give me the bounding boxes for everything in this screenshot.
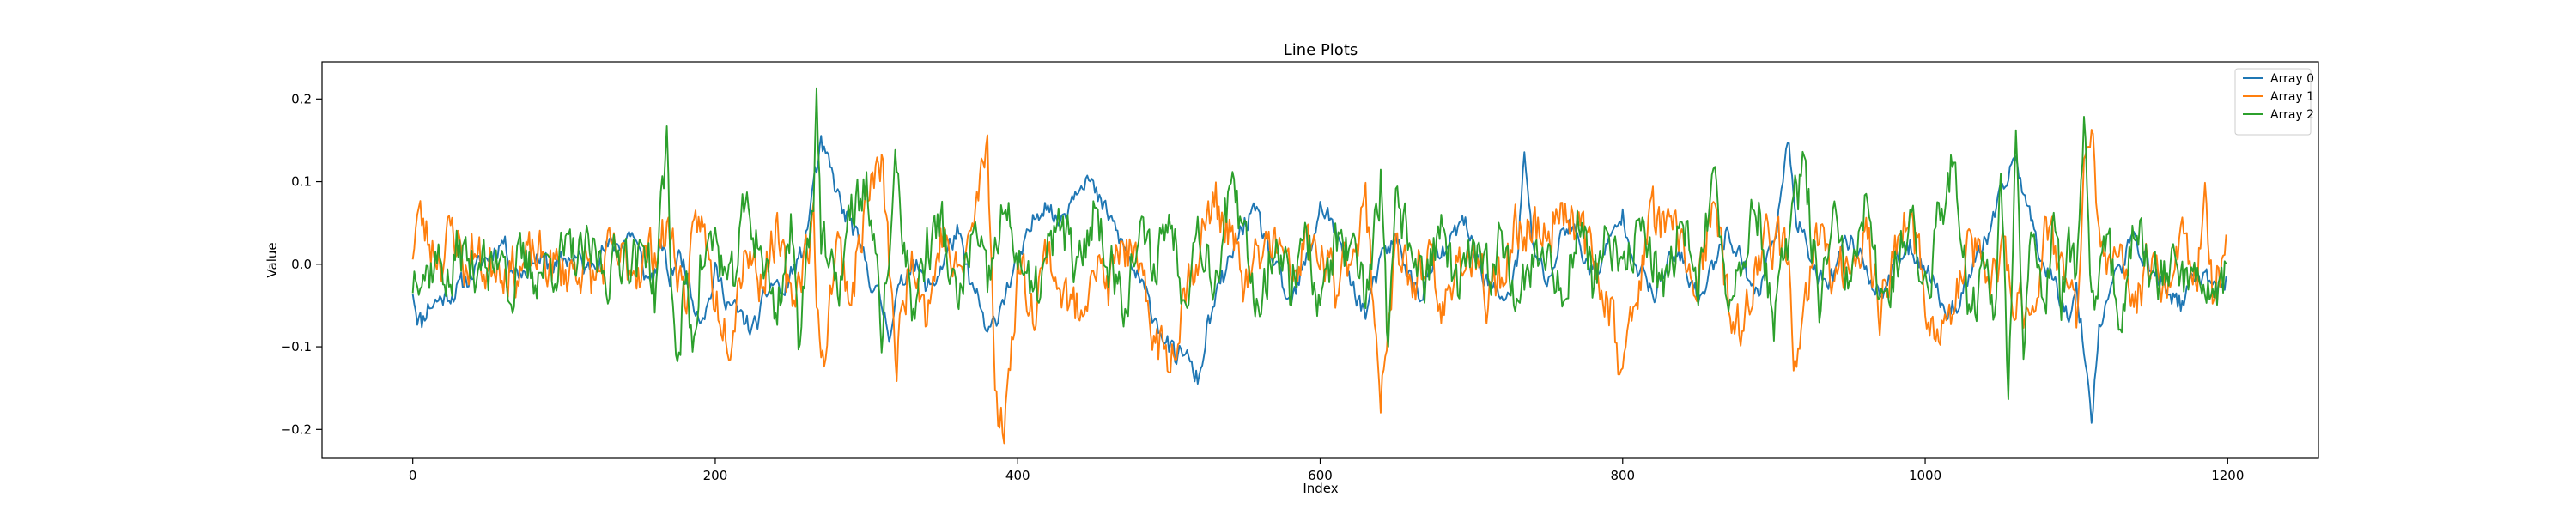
- y-axis: −0.2 −0.1 0.0 0.1 0.2: [281, 91, 322, 437]
- series-line-0: [411, 135, 2227, 424]
- chart-title: Line Plots: [1284, 41, 1358, 59]
- x-tick-label: 600: [1308, 468, 1333, 483]
- series-layer: [411, 87, 2227, 445]
- y-tick-label: 0.0: [291, 257, 312, 272]
- plot-area: [321, 61, 2319, 459]
- x-tick-label: 1200: [2211, 468, 2244, 483]
- x-axis: 0 200 400 600 800 1000 1200: [409, 458, 2244, 483]
- y-tick-label: 0.2: [291, 91, 312, 106]
- legend-label: Array 0: [2270, 72, 2314, 86]
- x-tick-label: 800: [1610, 468, 1635, 483]
- x-tick-label: 0: [409, 468, 417, 483]
- legend-label: Array 2: [2270, 108, 2314, 122]
- series-line-1: [411, 129, 2227, 445]
- y-tick-label: −0.1: [281, 339, 312, 354]
- y-tick-label: −0.2: [281, 421, 312, 437]
- x-tick-label: 1000: [1909, 468, 1941, 483]
- legend-label: Array 1: [2270, 90, 2314, 104]
- y-axis-label: Value: [264, 242, 280, 277]
- legend-box: [2234, 68, 2312, 136]
- legend: Array 0 Array 1 Array 2: [2234, 68, 2314, 136]
- x-tick-label: 200: [703, 468, 728, 483]
- x-axis-label: Index: [1303, 481, 1338, 496]
- y-tick-label: 0.1: [291, 174, 312, 190]
- x-tick-label: 400: [1005, 468, 1030, 483]
- series-line-2: [411, 87, 2227, 401]
